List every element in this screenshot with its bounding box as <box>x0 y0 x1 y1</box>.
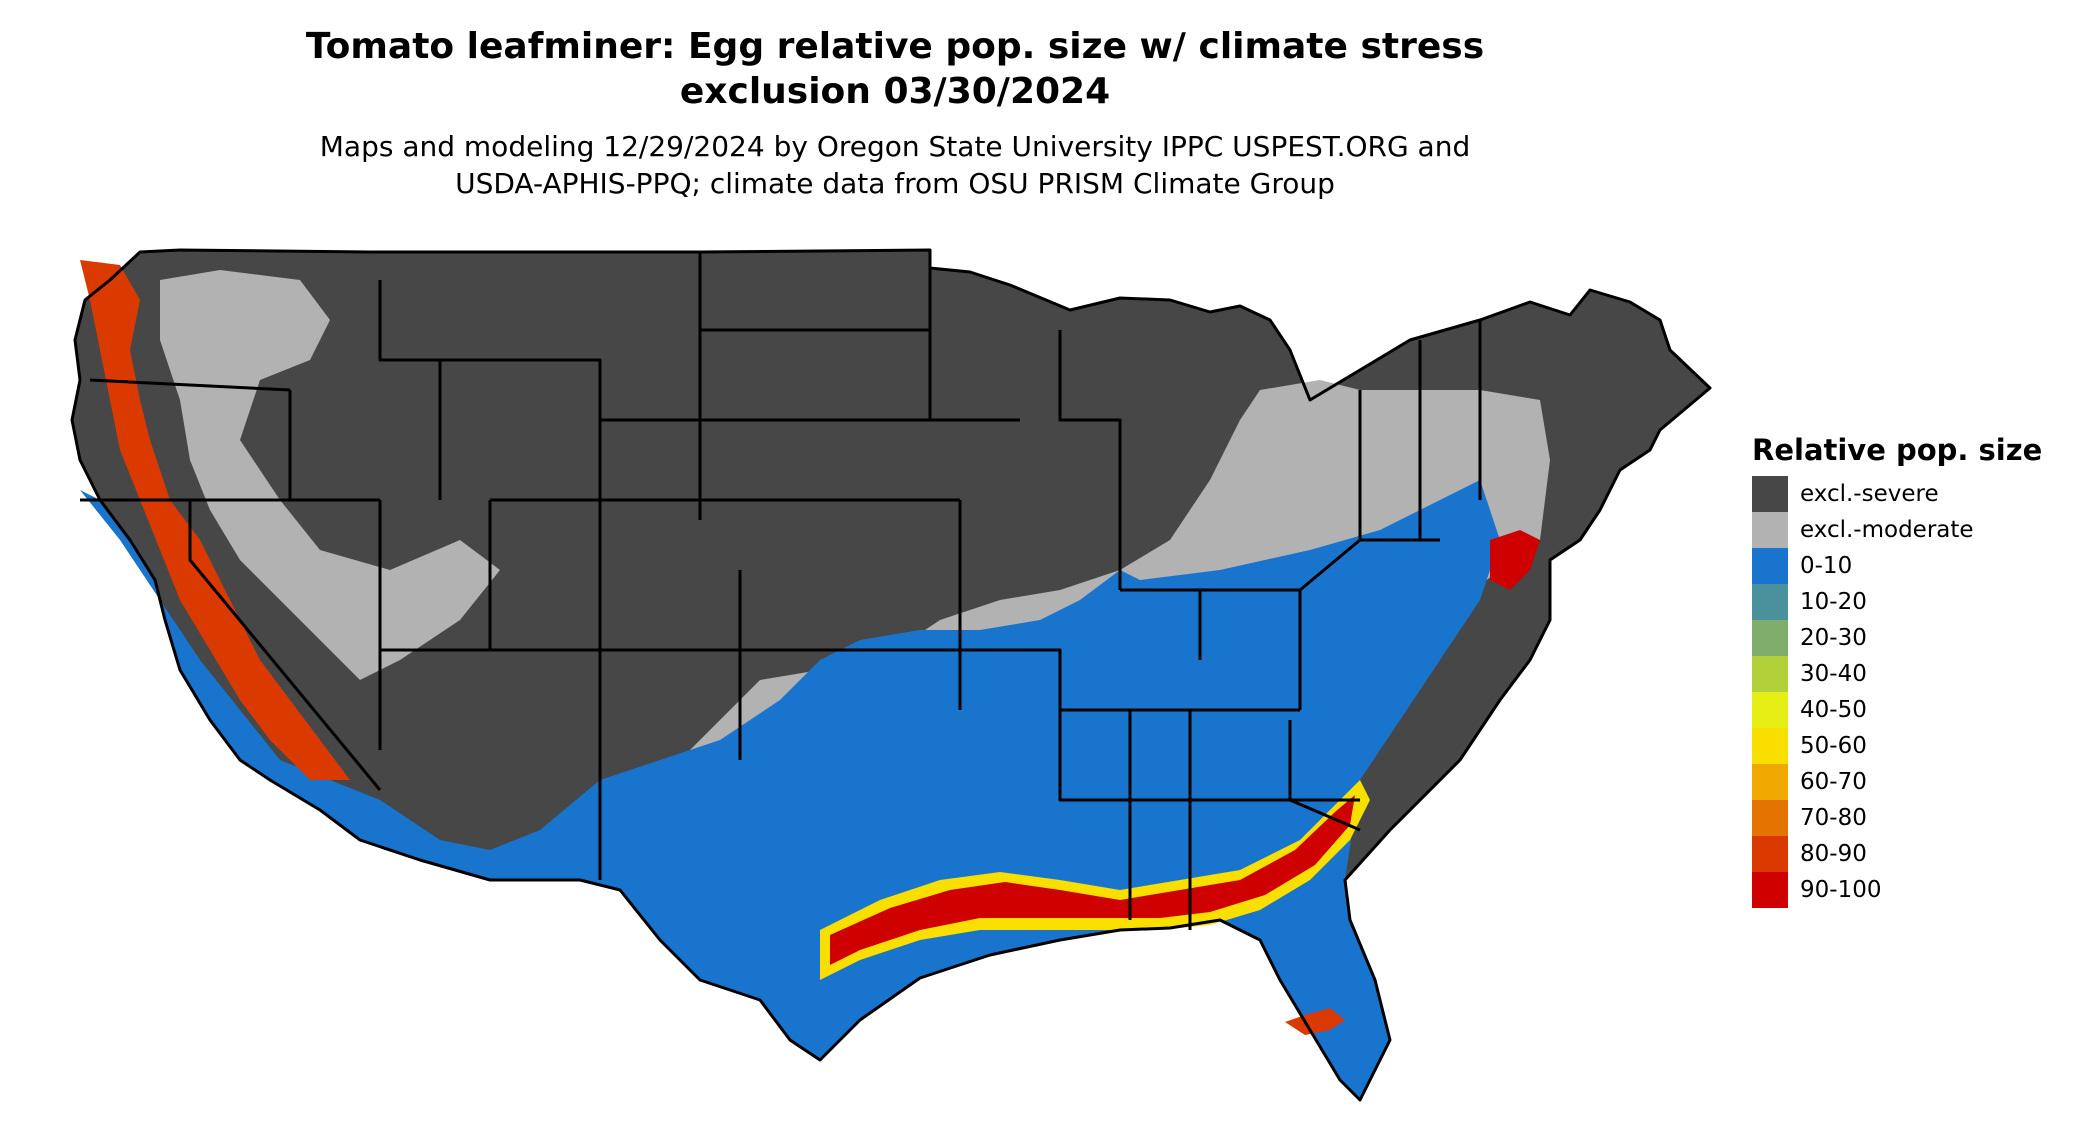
legend-label: 10-20 <box>1800 589 1867 615</box>
legend-label: 0-10 <box>1800 553 1853 579</box>
subtitle-line-1: Maps and modeling 12/29/2024 by Oregon S… <box>319 130 1471 163</box>
legend-item: 40-50 <box>1752 692 2072 728</box>
legend-swatch <box>1752 548 1788 584</box>
gulf-band-yellow <box>820 780 1370 980</box>
legend-swatch <box>1752 800 1788 836</box>
legend-items: excl.-severe excl.-moderate 0-10 10-20 20-30… <box>1752 476 2072 908</box>
legend-swatch <box>1752 728 1788 764</box>
legend-item: 60-70 <box>1752 764 2072 800</box>
legend-swatch <box>1752 584 1788 620</box>
legend-item: excl.-moderate <box>1752 512 2072 548</box>
legend-label: 90-100 <box>1800 877 1882 903</box>
legend-item: 90-100 <box>1752 872 2072 908</box>
legend-label: 30-40 <box>1800 661 1867 687</box>
legend-item: excl.-severe <box>1752 476 2072 512</box>
legend-item: 0-10 <box>1752 548 2072 584</box>
us-map-svg <box>70 248 1712 1102</box>
state-borders <box>70 248 1712 1102</box>
florida-band-red <box>1285 1008 1345 1035</box>
legend-label: 50-60 <box>1800 733 1867 759</box>
moderate-zone-west <box>160 270 500 680</box>
legend-swatch <box>1752 620 1788 656</box>
legend-swatch <box>1752 836 1788 872</box>
us-map <box>60 240 1720 1120</box>
subtitle-line-2: USDA-APHIS-PPQ; climate data from OSU PR… <box>455 167 1335 200</box>
northeast-band <box>1490 530 1540 590</box>
legend-swatch <box>1752 512 1788 548</box>
legend-label: 70-80 <box>1800 805 1867 831</box>
legend-item: 70-80 <box>1752 800 2072 836</box>
legend-swatch <box>1752 764 1788 800</box>
legend-label: 60-70 <box>1800 769 1867 795</box>
legend-label: excl.-moderate <box>1800 517 1974 543</box>
legend: Relative pop. size excl.-severe excl.-mod… <box>1752 432 2072 908</box>
low-zone <box>80 480 1500 1100</box>
legend-item: 20-30 <box>1752 620 2072 656</box>
legend-item: 80-90 <box>1752 836 2072 872</box>
legend-label: 80-90 <box>1800 841 1867 867</box>
legend-item: 10-20 <box>1752 584 2072 620</box>
legend-label: excl.-severe <box>1800 481 1939 507</box>
gulf-band-red <box>830 795 1355 965</box>
west-coast-band <box>80 260 350 780</box>
legend-label: 20-30 <box>1800 625 1867 651</box>
title-line-2: exclusion 03/30/2024 <box>679 71 1111 112</box>
legend-swatch <box>1752 872 1788 908</box>
legend-swatch <box>1752 692 1788 728</box>
legend-item: 50-60 <box>1752 728 2072 764</box>
legend-swatch <box>1752 656 1788 692</box>
legend-swatch <box>1752 476 1788 512</box>
legend-title: Relative pop. size <box>1752 433 2043 467</box>
legend-label: 40-50 <box>1800 697 1867 723</box>
legend-item: 30-40 <box>1752 656 2072 692</box>
title-line-1: Tomato leafminer: Egg relative pop. size… <box>305 26 1485 67</box>
